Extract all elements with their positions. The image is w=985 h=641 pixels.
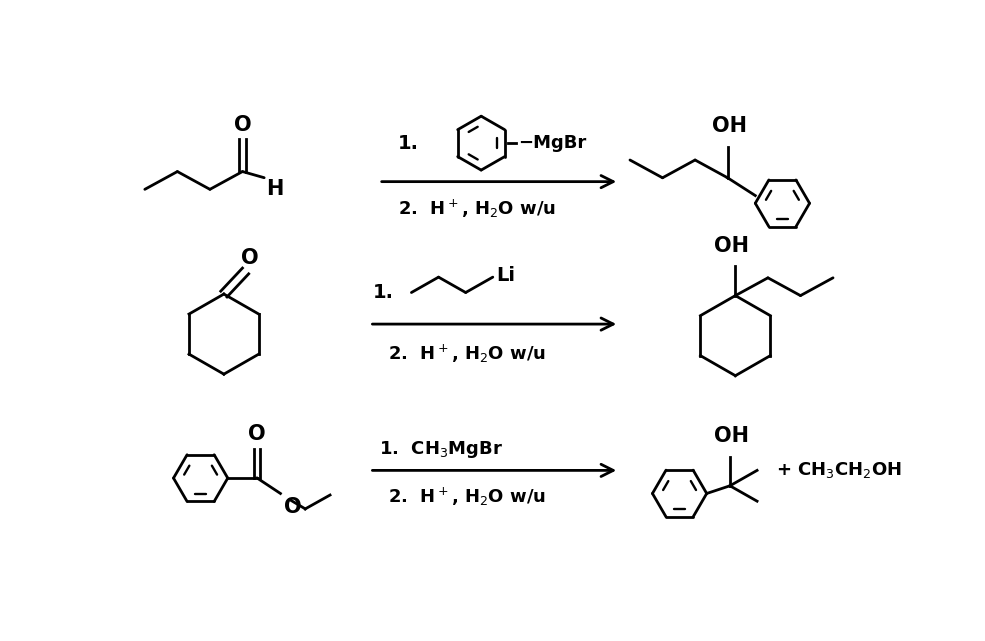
Text: O: O <box>241 248 259 268</box>
Text: 2.  H$^+$, H$_2$O w/u: 2. H$^+$, H$_2$O w/u <box>398 197 557 220</box>
Text: O: O <box>248 424 266 444</box>
Text: OH: OH <box>712 116 747 136</box>
Text: Li: Li <box>496 266 516 285</box>
Text: H: H <box>267 179 284 199</box>
Text: 1.  CH$_3$MgBr: 1. CH$_3$MgBr <box>379 439 503 460</box>
Text: O: O <box>233 115 251 135</box>
Text: OH: OH <box>714 426 749 445</box>
Text: O: O <box>284 497 301 517</box>
Text: −MgBr: −MgBr <box>518 134 587 152</box>
Text: OH: OH <box>714 235 749 256</box>
Text: + CH$_3$CH$_2$OH: + CH$_3$CH$_2$OH <box>775 460 901 480</box>
Text: 1.: 1. <box>398 133 420 153</box>
Text: 2.  H$^+$, H$_2$O w/u: 2. H$^+$, H$_2$O w/u <box>388 486 546 508</box>
Text: 1.: 1. <box>372 283 394 302</box>
Text: 2.  H$^+$, H$_2$O w/u: 2. H$^+$, H$_2$O w/u <box>388 342 546 365</box>
